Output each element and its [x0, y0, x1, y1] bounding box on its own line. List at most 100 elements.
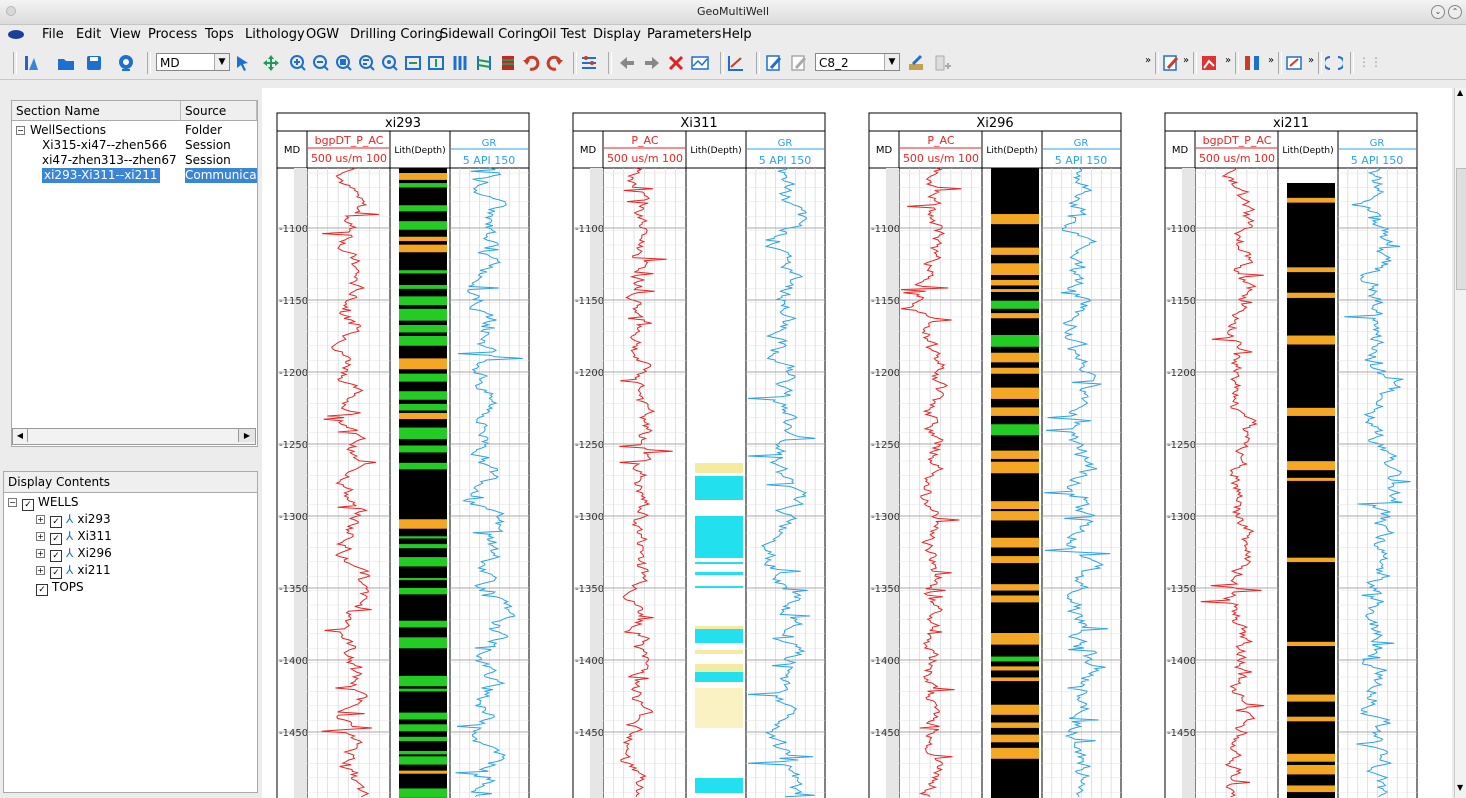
- lithology-icon[interactable]: [499, 54, 517, 72]
- overflow-chevron-icon[interactable]: »: [1183, 55, 1190, 66]
- scroll-left-icon[interactable]: ◀: [13, 429, 28, 442]
- fit-height-icon[interactable]: [427, 54, 445, 72]
- crossplot-icon[interactable]: [727, 54, 745, 72]
- depth-mode-select[interactable]: MD ▼: [156, 53, 230, 71]
- collapse-icon[interactable]: −: [8, 498, 17, 507]
- well-section-canvas[interactable]: xi293 MD bgpDT_P_AC 500 us/m 100 Lith(Depth)…: [262, 88, 1452, 798]
- column-header-section-name[interactable]: Section Name: [12, 101, 181, 121]
- menu-lithology[interactable]: Lithology: [245, 27, 305, 42]
- expand-icon[interactable]: +: [36, 515, 45, 524]
- target-icon[interactable]: [117, 54, 135, 72]
- paint-icon[interactable]: [907, 54, 925, 72]
- save-icon[interactable]: [85, 54, 103, 72]
- lithology-bed: [695, 672, 743, 682]
- fit-width-icon[interactable]: [404, 54, 422, 72]
- correlate-icon[interactable]: [475, 54, 493, 72]
- scroll-right-icon[interactable]: ▶: [238, 429, 255, 442]
- window-menu-icon[interactable]: [6, 6, 16, 16]
- tree-node-well[interactable]: + ✓ ⅄ Xi311: [36, 528, 112, 545]
- tree-node-wells[interactable]: − ✓ WELLS: [8, 494, 78, 511]
- checkbox[interactable]: ✓: [36, 584, 48, 596]
- tree-row[interactable]: xi47-zhen313--zhen67 Session: [12, 153, 257, 168]
- add-track-icon[interactable]: [934, 54, 952, 72]
- depth-label: -1450: [575, 728, 604, 739]
- toolbar-separator: [756, 52, 760, 74]
- scrollbar-thumb[interactable]: [1456, 168, 1466, 290]
- new-well-icon[interactable]: [22, 54, 40, 72]
- delete-icon[interactable]: [667, 54, 685, 72]
- vertical-scrollbar[interactable]: ▲ ▼: [1454, 88, 1466, 798]
- chart-icon[interactable]: [1200, 54, 1218, 72]
- lithology-bed: [399, 270, 447, 274]
- checkbox[interactable]: ✓: [22, 499, 34, 511]
- open-folder-icon[interactable]: [57, 54, 75, 72]
- depth-label: -1400: [871, 656, 900, 667]
- maximize-icon[interactable]: ⌃: [1448, 5, 1462, 19]
- menu-help[interactable]: Help: [722, 27, 752, 42]
- lithology-bed: [399, 536, 447, 539]
- horizon-select[interactable]: C8_2 ▼: [815, 53, 900, 71]
- curve-window-icon[interactable]: [691, 54, 709, 72]
- lithology-bed: [991, 734, 1039, 743]
- pan-icon[interactable]: [262, 54, 280, 72]
- menu-drilling-coring[interactable]: Drilling Coring: [350, 27, 443, 42]
- overflow-chevron-icon[interactable]: »: [1145, 55, 1152, 66]
- edit-top-icon[interactable]: [765, 54, 783, 72]
- zoom-fit-icon[interactable]: [381, 54, 399, 72]
- menu-file[interactable]: File: [42, 27, 64, 42]
- back-arrow-icon[interactable]: [618, 54, 636, 72]
- report-icon[interactable]: [1162, 54, 1180, 72]
- scroll-up-icon[interactable]: ▲: [1457, 88, 1464, 97]
- menu-edit[interactable]: Edit: [76, 27, 102, 42]
- checkbox[interactable]: ✓: [50, 567, 62, 579]
- tree-row-selected[interactable]: xi293-Xi311--xi211 Communicat: [12, 168, 257, 183]
- zoom-out-icon[interactable]: [312, 54, 330, 72]
- tree-row[interactable]: − WellSections Folder: [12, 123, 257, 138]
- settings-list-icon[interactable]: [580, 54, 598, 72]
- overflow-chevron-icon[interactable]: »: [1308, 55, 1315, 66]
- checkbox[interactable]: ✓: [50, 516, 62, 528]
- tree-row[interactable]: Xi315-xi47--zhen566 Session: [12, 138, 257, 153]
- well-correlation-icon[interactable]: [1243, 54, 1261, 72]
- undo-icon[interactable]: [522, 54, 540, 72]
- expand-icon[interactable]: +: [36, 549, 45, 558]
- scroll-down-icon[interactable]: ▼: [1457, 783, 1464, 792]
- expand-icon[interactable]: +: [36, 566, 45, 575]
- menu-process[interactable]: Process: [148, 27, 198, 42]
- overflow-chevron-icon[interactable]: »: [1225, 55, 1232, 66]
- tree-node-well[interactable]: + ✓ ⅄ Xi296: [36, 545, 112, 562]
- tree-node-label: xi293: [77, 512, 111, 526]
- menu-oil-test[interactable]: Oil Test: [539, 27, 587, 42]
- edit-top-disabled-icon[interactable]: [790, 54, 808, 72]
- checkbox[interactable]: ✓: [50, 533, 62, 545]
- lithology-bed: [991, 279, 1039, 286]
- zoom-in-icon[interactable]: [289, 54, 307, 72]
- menu-parameters[interactable]: Parameters: [647, 27, 722, 42]
- redo-icon[interactable]: [546, 54, 564, 72]
- export-icon[interactable]: [1285, 54, 1303, 72]
- horizontal-scrollbar[interactable]: ◀ ▶: [12, 428, 256, 445]
- tree-node-tops[interactable]: ✓ TOPS: [36, 579, 84, 596]
- collapse-icon[interactable]: −: [16, 126, 25, 135]
- well-logs-svg[interactable]: xi293 MD bgpDT_P_AC 500 us/m 100 Lith(Depth)…: [262, 88, 1452, 798]
- overflow-chevron-icon[interactable]: »: [1268, 55, 1275, 66]
- menu-display[interactable]: Display: [593, 27, 641, 42]
- menu-view[interactable]: View: [110, 27, 141, 42]
- tree-node-well[interactable]: + ✓ ⅄ xi211: [36, 562, 111, 579]
- chevron-down-icon[interactable]: ▼: [884, 54, 899, 70]
- menu-tops[interactable]: Tops: [205, 27, 234, 42]
- expand-icon[interactable]: +: [36, 532, 45, 541]
- minimize-icon[interactable]: ⌄: [1431, 5, 1445, 19]
- track-layout-icon[interactable]: [452, 54, 470, 72]
- column-header-source[interactable]: Source: [181, 101, 257, 121]
- checkbox[interactable]: ✓: [50, 550, 62, 562]
- zoom-previous-icon[interactable]: [358, 54, 376, 72]
- refresh-link-icon[interactable]: [1325, 54, 1343, 72]
- forward-arrow-icon[interactable]: [643, 54, 661, 72]
- tree-node-well[interactable]: + ✓ ⅄ xi293: [36, 511, 111, 528]
- zoom-box-icon[interactable]: [335, 54, 353, 72]
- chevron-down-icon[interactable]: ▼: [214, 54, 229, 70]
- menu-ogw[interactable]: OGW: [306, 27, 340, 42]
- pointer-icon[interactable]: [234, 54, 252, 72]
- menu-sidewall-coring[interactable]: Sidewall Coring: [440, 27, 541, 42]
